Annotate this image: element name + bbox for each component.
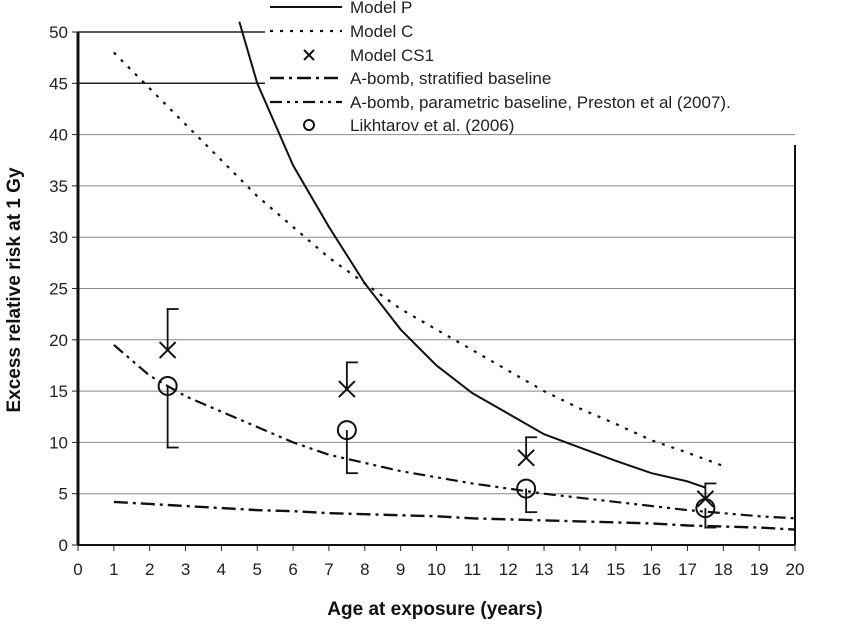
legend: Model P Model C Model CS1 A-bomb, stratifie… — [270, 0, 731, 135]
legend-label: Model C — [350, 22, 413, 41]
y-tick-label: 35 — [49, 177, 68, 196]
x-tick-label: 2 — [145, 560, 154, 579]
x-tick-label: 10 — [427, 560, 446, 579]
gridlines — [78, 31, 795, 495]
x-tick-label: 5 — [253, 560, 262, 579]
y-tick-label: 10 — [49, 433, 68, 452]
y-tick-label: 20 — [49, 331, 68, 350]
x-marker — [517, 449, 535, 467]
x-tick-label: 13 — [535, 560, 554, 579]
y-tick-label: 40 — [49, 126, 68, 145]
y-tick-label: 5 — [59, 485, 68, 504]
y-axis-label: Excess relative risk at 1 Gy — [4, 167, 25, 412]
x-axis-label: Age at exposure (years) — [327, 599, 542, 620]
x-tick-label: 1 — [109, 560, 118, 579]
x-tick-label: 14 — [570, 560, 589, 579]
y-tick-label: 25 — [49, 280, 68, 299]
circle-marker — [336, 420, 357, 441]
y-tick-label: 0 — [59, 536, 68, 555]
x-tick-label: 12 — [499, 560, 518, 579]
x-tick-label: 3 — [181, 560, 190, 579]
x-tick-label: 19 — [750, 560, 769, 579]
x-tick-label: 6 — [288, 560, 297, 579]
x-tick-label: 9 — [396, 560, 405, 579]
legend-label: A-bomb, parametric baseline, Preston et … — [350, 93, 731, 112]
data-points — [157, 308, 717, 529]
x-marker — [303, 49, 315, 61]
x-tick-label: 17 — [678, 560, 697, 579]
circle-marker — [695, 498, 716, 519]
series-line-3 — [113, 344, 796, 520]
x-tick-label: 18 — [714, 560, 733, 579]
x-tick-label: 11 — [464, 560, 482, 579]
x-tick-label: 15 — [606, 560, 625, 579]
x-marker — [158, 341, 177, 359]
series-line-2 — [113, 500, 796, 531]
x-tick-label: 16 — [642, 560, 661, 579]
y-tick-label: 15 — [49, 382, 68, 401]
legend-label: Model P — [350, 0, 412, 17]
x-tick-label: 4 — [217, 560, 226, 579]
x-tick-label: 20 — [786, 560, 805, 579]
legend-label: Likhtarov et al. (2006) — [350, 116, 514, 135]
x-tick-label: 7 — [324, 560, 333, 579]
series-line-0 — [238, 21, 706, 489]
y-tick-label: 30 — [49, 228, 68, 247]
y-tick-label: 45 — [49, 74, 68, 93]
circle-marker — [157, 375, 178, 396]
x-tick-label: 0 — [73, 560, 82, 579]
x-marker — [338, 380, 356, 398]
y-tick-label: 50 — [49, 23, 68, 42]
legend-label: A-bomb, stratified baseline — [350, 69, 551, 88]
legend-label: Model CS1 — [350, 46, 434, 65]
series-lines — [113, 21, 796, 531]
circle-marker — [516, 478, 537, 499]
circle-marker — [303, 119, 315, 131]
x-tick-label: 8 — [360, 560, 369, 579]
